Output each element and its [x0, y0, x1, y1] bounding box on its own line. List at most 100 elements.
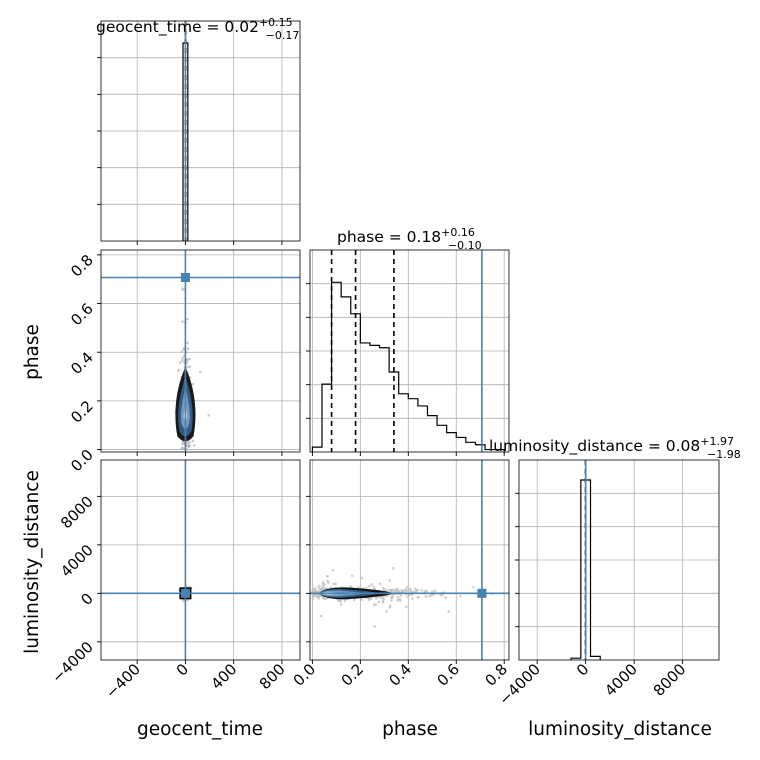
- sample-point: [416, 595, 420, 599]
- xlabel-geocent-time: geocent_time: [137, 719, 263, 740]
- sample-point: [373, 587, 377, 591]
- sample-point: [188, 440, 191, 443]
- sample-point: [180, 447, 183, 451]
- x-tick-label: −400: [102, 660, 144, 702]
- sample-point: [410, 597, 414, 601]
- sample-point: [186, 347, 190, 351]
- sample-point: [181, 442, 184, 446]
- x-tick-label: 0.6: [433, 660, 463, 690]
- sample-point: [385, 610, 388, 613]
- sample-point: [182, 348, 186, 351]
- sample-point: [186, 441, 189, 444]
- sample-point: [198, 370, 202, 374]
- x-tick-label: 0.2: [338, 660, 368, 690]
- sample-point: [181, 440, 185, 444]
- panel-frame: [309, 459, 510, 661]
- sample-point: [406, 595, 409, 599]
- sample-point: [404, 605, 408, 609]
- sample-point: [181, 320, 184, 323]
- sample-point: [433, 589, 437, 593]
- sample-point: [349, 585, 352, 588]
- sample-point: [459, 594, 462, 598]
- sample-point: [188, 444, 192, 447]
- sample-point: [188, 357, 191, 361]
- sample-point: [385, 594, 388, 598]
- panel-frame: [100, 459, 301, 661]
- y-tick-label: 8000: [57, 492, 97, 532]
- title-phase: phase = 0.18+0.16 −0.10: [337, 226, 482, 252]
- sample-point: [326, 579, 329, 583]
- x-tick-label: 0: [173, 660, 192, 679]
- sample-point: [388, 579, 391, 582]
- sample-point: [390, 598, 393, 602]
- sample-point: [424, 595, 428, 598]
- sample-point: [447, 610, 451, 613]
- sample-point: [323, 582, 326, 586]
- sample-point: [350, 574, 354, 577]
- sample-point: [339, 603, 343, 606]
- panel-scatter-phase-distance: [309, 459, 510, 661]
- sample-point: [381, 587, 385, 590]
- y-tick-label: 4000: [57, 541, 97, 581]
- sample-point: [408, 587, 412, 591]
- sample-point: [313, 587, 317, 590]
- sample-point: [373, 625, 377, 628]
- sample-point: [406, 589, 410, 592]
- sample-point: [389, 588, 393, 592]
- sample-point: [395, 589, 399, 592]
- sample-point: [431, 590, 434, 594]
- x-tick-label: 0.0: [290, 660, 320, 690]
- title-luminosity-distance: luminosity_distance = 0.08+1.97 −1.98: [489, 435, 741, 461]
- sample-point: [353, 598, 356, 602]
- sample-point: [313, 590, 317, 593]
- sample-point: [360, 576, 364, 580]
- panel-hist-luminosity-distance: [518, 459, 720, 661]
- sample-point: [343, 599, 347, 603]
- truth-marker: [180, 588, 190, 598]
- sample-point: [317, 596, 321, 600]
- sample-point: [319, 614, 323, 618]
- sample-point: [360, 598, 363, 602]
- sample-point: [399, 594, 403, 597]
- sample-point: [185, 444, 189, 448]
- sample-point: [370, 583, 374, 586]
- sample-point: [396, 598, 399, 602]
- sample-point: [396, 595, 400, 599]
- sample-point: [186, 341, 189, 345]
- y-tick-label: 0: [77, 589, 96, 608]
- x-tick-label: 8000: [650, 660, 690, 700]
- x-tick-label: 0: [573, 660, 592, 679]
- sample-point: [186, 365, 190, 369]
- sample-point: [420, 589, 423, 592]
- xlabel-luminosity-distance: luminosity_distance: [528, 719, 712, 740]
- sample-point: [398, 597, 401, 601]
- y-tick-label: 0.0: [67, 446, 97, 476]
- sample-point: [188, 365, 192, 368]
- y-tick-label: −4000: [48, 638, 97, 687]
- sample-point: [178, 361, 182, 365]
- sample-point: [192, 444, 196, 447]
- sample-point: [409, 589, 413, 593]
- ylabel-phase: phase: [22, 324, 43, 380]
- sample-point: [412, 590, 415, 593]
- sample-point: [400, 588, 403, 592]
- x-tick-label: 0.4: [386, 660, 416, 690]
- truth-marker: [180, 273, 190, 283]
- sample-point: [317, 594, 320, 597]
- sample-point: [331, 568, 335, 572]
- x-tick-label: 400: [208, 660, 241, 693]
- sample-point: [425, 589, 428, 593]
- sample-point: [180, 350, 184, 354]
- sample-point: [413, 587, 417, 591]
- histogram-step: [311, 281, 505, 452]
- sample-point: [186, 358, 190, 362]
- sample-point: [388, 605, 392, 609]
- sample-point: [311, 597, 315, 600]
- sample-point: [181, 357, 184, 360]
- sample-point: [374, 603, 378, 606]
- sample-point: [207, 413, 211, 417]
- sample-point: [415, 589, 418, 593]
- sample-point: [368, 584, 371, 588]
- title-geocent-time: geocent_time = 0.02+0.15 −0.17: [96, 16, 299, 42]
